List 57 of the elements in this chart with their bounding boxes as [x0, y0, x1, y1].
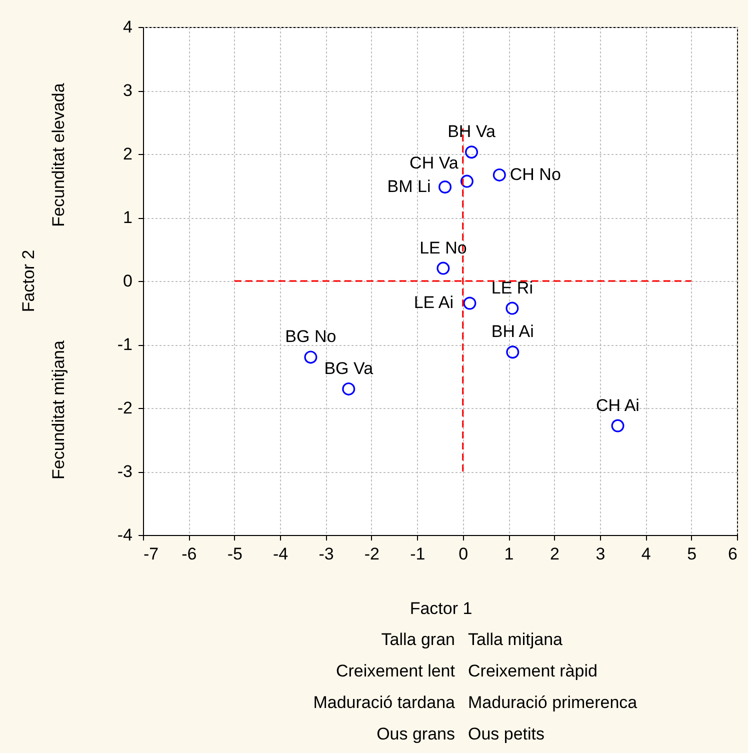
- x-tick-label: 5: [687, 544, 697, 564]
- x-tick-label: -3: [318, 544, 334, 564]
- x-tick-label: 4: [641, 544, 651, 564]
- y-axis-title: Factor 2: [19, 250, 38, 312]
- x-tick-label: 1: [504, 544, 514, 564]
- y-tick-label: 2: [123, 144, 132, 164]
- y-tick-label: -4: [117, 526, 132, 544]
- x-tick-label: -5: [227, 544, 242, 564]
- annotation: CH Ai: [596, 396, 640, 415]
- annotation: LE No: [420, 238, 467, 258]
- text: Maduració primerenca: [468, 693, 638, 712]
- x-tick-label: 2: [550, 544, 560, 564]
- y-tick-label: 4: [123, 18, 132, 36]
- text: Ous petits: [468, 724, 545, 744]
- point: [463, 296, 476, 310]
- annotation: CH No: [510, 164, 561, 184]
- x-tick-label: -7: [144, 544, 159, 564]
- point: [492, 168, 506, 182]
- point: [465, 146, 478, 159]
- text: Creixement lent: [336, 662, 456, 680]
- text: Talla mitjana: [468, 630, 564, 649]
- point: [438, 180, 452, 194]
- point: [611, 419, 624, 432]
- y-tick-label: 3: [123, 81, 132, 100]
- point: [304, 350, 318, 364]
- y-tick-label: -3: [117, 462, 132, 481]
- annotation: BH Va: [448, 122, 496, 142]
- x-tick-label: 3: [596, 544, 606, 564]
- x-tick-label: -4: [273, 544, 288, 564]
- text: Fecunditat mitjana: [49, 340, 68, 480]
- annotation: LE Ri: [491, 278, 533, 298]
- annotation: BG Va: [324, 358, 374, 378]
- text: Ous grans: [376, 724, 455, 744]
- y-tick-label: 0: [123, 272, 132, 290]
- x-tick-label: -1: [410, 544, 426, 564]
- point: [506, 346, 520, 359]
- y-tick-label: -1: [117, 335, 132, 354]
- x-axis-title: Factor 1: [410, 599, 472, 618]
- x-tick-label: -6: [182, 544, 197, 564]
- annotation: BH Ai: [491, 322, 534, 342]
- point: [506, 302, 519, 315]
- annotation: LE Ai: [414, 293, 454, 312]
- annotation: BG No: [285, 327, 336, 346]
- text: Fecunditat elevada: [49, 82, 68, 227]
- text: Creixement ràpid: [468, 662, 598, 680]
- point: [436, 262, 450, 275]
- x-tick-label: -2: [364, 544, 380, 564]
- point: [460, 174, 474, 188]
- y-tick-label: -2: [117, 398, 132, 418]
- x-tick-label: 6: [728, 544, 738, 564]
- annotation: CH Va: [410, 153, 459, 172]
- point: [342, 382, 356, 396]
- x-tick-label: 0: [458, 544, 468, 564]
- annotation: BM Li: [387, 177, 431, 196]
- text: Maduració tardana: [313, 693, 456, 712]
- y-tick-label: 1: [123, 208, 132, 227]
- text: Talla gran: [381, 630, 455, 649]
